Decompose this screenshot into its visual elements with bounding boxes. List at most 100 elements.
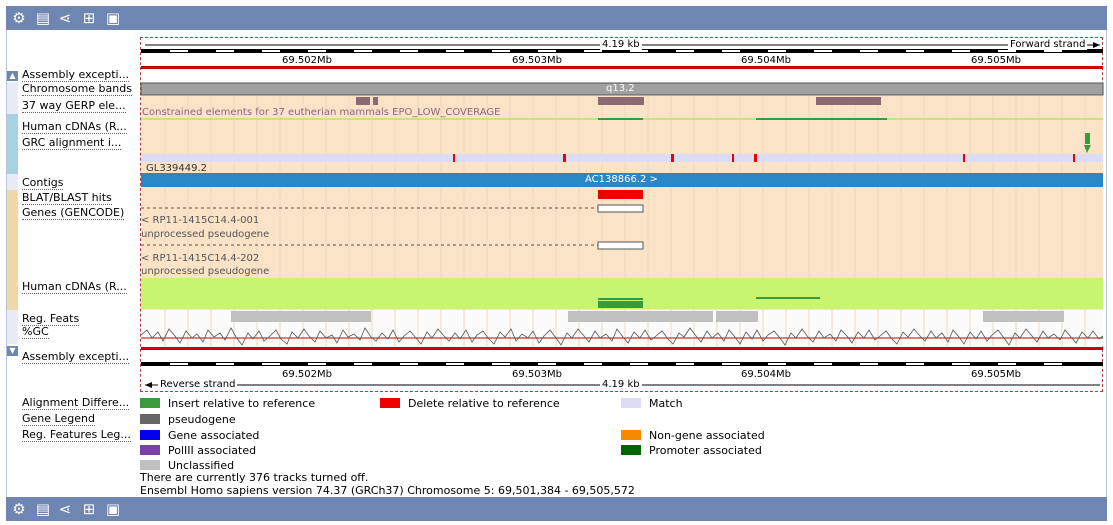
track-label-human-cdnas[interactable]: Human cDNAs (R...: [22, 120, 127, 134]
chromosome-band: [140, 82, 1104, 96]
legend-item: Unclassified: [168, 459, 235, 472]
track-label-chromosome-bands[interactable]: Chromosome bands: [22, 82, 132, 96]
grc-label[interactable]: GL339449.2: [146, 163, 208, 174]
ruler-top-ticks: [170, 50, 1062, 52]
strip-segment: [7, 310, 18, 326]
version-text: Ensembl Homo sapiens version 74.37 (GRCh…: [140, 484, 635, 497]
gene-type: unprocessed pseudogene: [141, 229, 270, 240]
contig-label[interactable]: AC138866.2 >: [585, 174, 658, 185]
reg-feats: [231, 311, 1064, 322]
track-label-assembly-exceptions-2[interactable]: Assembly excepti...: [22, 350, 130, 364]
legend-title-alignment[interactable]: Alignment Differe...: [22, 396, 130, 410]
legend-title-reg[interactable]: Reg. Features Leg...: [22, 428, 131, 442]
track-label-contigs[interactable]: Contigs: [22, 176, 64, 190]
ruler-tick-label: 69.505Mb: [971, 369, 1021, 380]
gerp-element: [373, 97, 378, 105]
share-icon[interactable]: ⋖: [58, 500, 72, 518]
grc-deletions: [453, 154, 1075, 162]
track-label-blat-blast[interactable]: BLAT/BLAST hits: [22, 191, 112, 205]
band-label[interactable]: q13.2: [606, 83, 635, 94]
strip-segment: [7, 326, 18, 344]
reverse-arrow-icon: [145, 382, 152, 388]
resize-icon[interactable]: ⊞: [82, 9, 96, 27]
gene-name[interactable]: < RP11-1415C14.4-001: [141, 215, 260, 226]
track-label-human-cdnas-2[interactable]: Human cDNAs (R...: [22, 280, 127, 294]
assembly-exception-bar: [141, 66, 1103, 69]
legend-item: Delete relative to reference: [408, 397, 560, 410]
track-label-genes-gencode[interactable]: Genes (GENCODE): [22, 206, 125, 220]
gene-exon: [597, 241, 644, 250]
track-label-grc-alignment[interactable]: GRC alignment i...: [22, 136, 122, 150]
track-label-gerp[interactable]: 37 way GERP ele...: [22, 99, 126, 113]
legend-title-gene[interactable]: Gene Legend: [22, 412, 95, 426]
cdna-feature: [756, 118, 887, 120]
legend-item: Gene associated: [168, 429, 260, 442]
share-icon[interactable]: ⋖: [58, 9, 72, 27]
legend-item: pseudogene: [168, 413, 236, 426]
cdna-feature: [598, 298, 643, 300]
legend-item: Non-gene associated: [649, 429, 765, 442]
bottom-toolbar: ⚙ ▤ ⋖ ⊞ ▣: [6, 497, 1107, 521]
legend-swatch: [140, 398, 160, 408]
ruler-top-bar: [141, 49, 1103, 53]
gene-exon: [597, 204, 644, 213]
cdna-feature: [598, 301, 643, 308]
image-icon[interactable]: ▣: [105, 500, 121, 518]
gerp-element: [598, 97, 644, 105]
export-icon[interactable]: ▤: [35, 500, 51, 518]
track-label-gc[interactable]: %GC: [22, 325, 49, 339]
ruler-bottom-bar: [141, 362, 1103, 366]
grc-insert: [1085, 133, 1090, 144]
strip-segment: [7, 82, 18, 96]
legend-swatch: [140, 445, 160, 455]
forward-strand-label: Forward strand: [1008, 39, 1088, 50]
legend-item: Promoter associated: [649, 444, 762, 457]
scroll-up-icon[interactable]: ▲: [7, 71, 18, 81]
image-frame: [6, 30, 1107, 497]
strip-segment: [7, 174, 18, 190]
legend-swatch: [621, 430, 641, 440]
legend-swatch: [140, 460, 160, 470]
legend-item: Insert relative to reference: [168, 397, 316, 410]
gene-name[interactable]: < RP11-1415C14.4-202: [141, 253, 260, 264]
legend-swatch: [380, 398, 400, 408]
strip-segment: [7, 132, 18, 174]
image-icon[interactable]: ▣: [105, 9, 121, 27]
ruler-tick-label: 69.503Mb: [512, 55, 562, 66]
cdna-feature: [756, 297, 820, 299]
blat-hit: [598, 190, 643, 199]
ruler-length-top: 4.19 kb: [600, 39, 642, 50]
ruler-tick-label: 69.504Mb: [741, 55, 791, 66]
legend-swatch: [621, 445, 641, 455]
scroll-down-icon[interactable]: ▼: [7, 346, 18, 356]
reverse-strand-label: Reverse strand: [158, 379, 238, 390]
gerp-caption: Constrained elements for 37 eutherian ma…: [142, 107, 501, 118]
strip-segment: [7, 190, 18, 278]
gerp-element: [356, 97, 370, 105]
gc-plot: [140, 327, 1104, 346]
assembly-exception-bar-2: [141, 347, 1103, 350]
grc-insert-arrow: [1084, 145, 1091, 153]
ruler-tick-label: 69.503Mb: [512, 369, 562, 380]
gear-icon[interactable]: ⚙: [12, 500, 26, 518]
strip-segment: [7, 114, 18, 132]
contig-bar: [141, 173, 1103, 187]
ruler-tick-label: 69.505Mb: [971, 55, 1021, 66]
track-label-assembly-exceptions[interactable]: Assembly excepti...: [22, 68, 130, 82]
ruler-length-bottom: 4.19 kb: [600, 379, 642, 390]
strip-segment: [7, 96, 18, 114]
export-icon[interactable]: ▤: [35, 9, 51, 27]
gerp-element: [816, 97, 881, 105]
track-label-reg-feats[interactable]: Reg. Feats: [22, 312, 80, 326]
gear-icon[interactable]: ⚙: [12, 9, 26, 27]
strip-segment: [7, 278, 18, 310]
legend-item: PolIII associated: [168, 444, 257, 457]
legend-swatch: [140, 414, 160, 424]
legend-swatch: [621, 398, 641, 408]
resize-icon[interactable]: ⊞: [82, 500, 96, 518]
ruler-tick-label: 69.502Mb: [282, 369, 332, 380]
ruler-tick-label: 69.502Mb: [282, 55, 332, 66]
gene-type: unprocessed pseudogene: [141, 266, 270, 277]
legend-swatch: [140, 430, 160, 440]
